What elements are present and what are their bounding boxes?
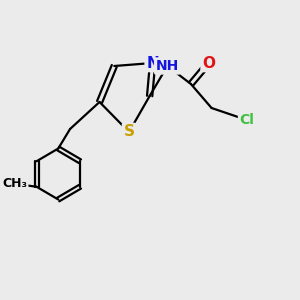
Text: NH: NH <box>156 59 179 73</box>
Text: N: N <box>146 56 159 70</box>
Text: Cl: Cl <box>239 113 254 127</box>
Text: CH₃: CH₃ <box>2 177 27 190</box>
Text: O: O <box>202 56 215 70</box>
Text: S: S <box>124 124 134 140</box>
